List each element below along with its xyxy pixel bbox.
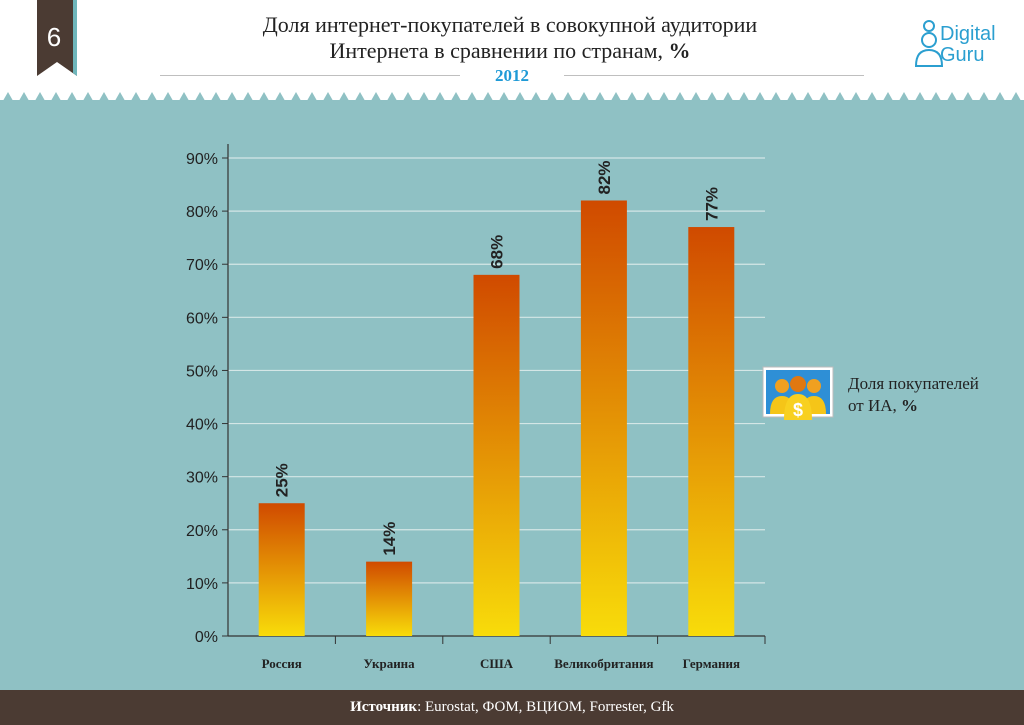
logo-text: Digital Guru — [940, 24, 996, 66]
slide-header: 6 Доля интернет-покупателей в совокупной… — [0, 0, 1024, 100]
y-tick-label: 0% — [195, 629, 218, 646]
chart-title: Доля интернет-покупателей в совокупной а… — [150, 12, 870, 64]
y-tick-label: 20% — [186, 523, 218, 540]
data-label: 82% — [595, 160, 614, 194]
y-tick-label: 80% — [186, 204, 218, 221]
zigzag-edge — [0, 92, 1024, 106]
bar — [473, 274, 520, 636]
people-dollar-icon: $ — [762, 366, 834, 420]
y-tick-label: 50% — [186, 363, 218, 380]
data-label: 68% — [488, 235, 507, 269]
source-footer: Источник: Eurostat, ФОМ, ВЦИОМ, Forreste… — [0, 690, 1024, 725]
logo-line-2: Guru — [940, 44, 985, 66]
slide-number: 6 — [46, 22, 62, 52]
legend-label: Доля покупателей от ИА, % — [848, 373, 1018, 417]
category-label: Великобритания — [554, 656, 653, 671]
digital-guru-logo-icon — [914, 20, 944, 67]
title-line-2: Интернета в сравнении по странам, % — [150, 38, 870, 64]
data-label: 14% — [380, 522, 399, 556]
title-unit: % — [668, 38, 691, 63]
title-line-2-text: Интернета в сравнении по странам, — [329, 38, 664, 63]
category-label: Германия — [683, 656, 740, 671]
slide-number-badge — [37, 0, 77, 76]
bar — [688, 227, 735, 637]
y-tick-label: 70% — [186, 257, 218, 274]
year-divider-right — [564, 75, 864, 76]
svg-text:$: $ — [793, 400, 803, 420]
legend-label-line-1: Доля покупателей — [848, 374, 979, 393]
bar — [258, 503, 305, 636]
chart-year: 2012 — [495, 66, 529, 85]
bar-chart: 0% 10% 20% 30% 40% 50% 60% 70% 80% 90% 25% Россия 1… — [186, 144, 766, 671]
y-tick-label: 40% — [186, 417, 218, 434]
data-label: 77% — [702, 187, 721, 221]
category-label: США — [480, 656, 514, 671]
category-label: Украина — [364, 656, 416, 671]
title-line-1: Доля интернет-покупателей в совокупной а… — [262, 12, 758, 37]
category-label: Россия — [262, 656, 302, 671]
y-tick-label: 30% — [186, 470, 218, 487]
logo-line-1: Digital — [940, 23, 996, 45]
y-tick-label: 10% — [186, 576, 218, 593]
y-tick-label: 60% — [186, 310, 218, 327]
y-tick-label: 90% — [186, 151, 218, 168]
bar — [366, 561, 413, 636]
legend-label-line-2: от ИА, % — [848, 395, 1018, 417]
legend-unit: % — [901, 396, 919, 415]
source-text: : Eurostat, ФОМ, ВЦИОМ, Forrester, Gfk — [417, 699, 674, 715]
source-label: Источник — [350, 699, 418, 715]
bar — [580, 200, 627, 636]
legend-label-line-2-text: от ИА, — [848, 396, 897, 415]
year-divider-left — [160, 75, 460, 76]
data-label: 25% — [273, 463, 292, 497]
